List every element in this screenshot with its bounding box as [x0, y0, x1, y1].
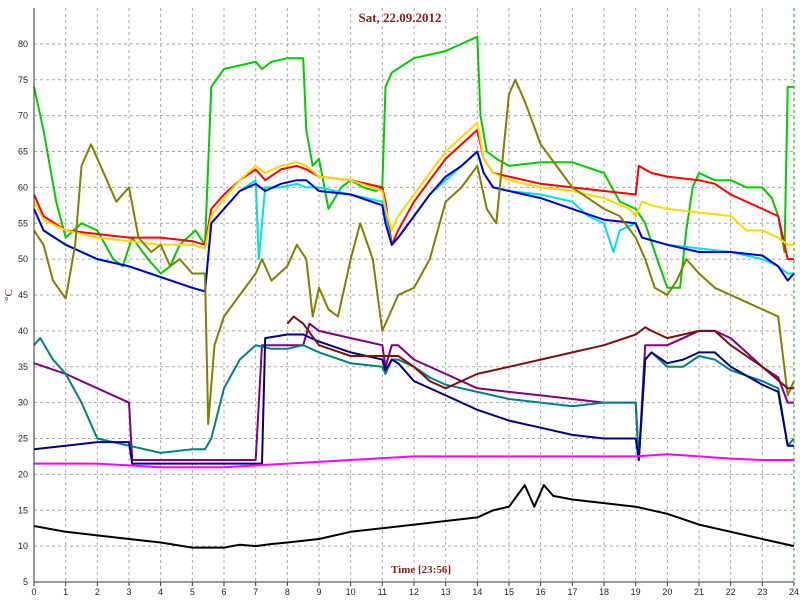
- series-line: [33, 121, 794, 250]
- x-tick-label: 11: [378, 587, 387, 597]
- x-tick-label: 7: [253, 587, 258, 597]
- y-tick-label: 75: [18, 75, 28, 85]
- x-tick-label: 17: [567, 587, 577, 597]
- x-tick-label: 3: [126, 587, 131, 597]
- y-tick-label: 5: [23, 577, 28, 587]
- x-tick-label: 19: [631, 587, 641, 597]
- series-line: [34, 453, 794, 469]
- y-tick-label: 10: [18, 541, 28, 551]
- x-tick-label: 15: [504, 587, 514, 597]
- series-line: [286, 315, 794, 390]
- y-tick-labels: 5 10 15 20 25 30 35 40 45 50 55 60 65 70 75 80: [18, 39, 28, 587]
- x-tick-label: 2: [95, 587, 100, 597]
- x-tick-labels: 0 1 2 3 4 5 6 7 8 9 10 11 12 13 14 15 16 17 18 19 20 21 22 23 24: [31, 587, 799, 597]
- y-tick-label: 35: [18, 362, 28, 372]
- x-tick-label: 16: [536, 587, 546, 597]
- y-tick-label: 45: [18, 290, 28, 300]
- chart-series-group: [33, 35, 795, 549]
- x-tick-label: 1: [63, 587, 68, 597]
- chart-grid: [33, 8, 795, 583]
- x-tick-label: 22: [726, 587, 736, 597]
- series-line: [33, 484, 795, 549]
- x-tick-label: 21: [694, 587, 704, 597]
- x-tick-label: 12: [409, 587, 419, 597]
- x-tick-label: 18: [599, 587, 609, 597]
- x-tick-label: 23: [757, 587, 767, 597]
- y-tick-label: 50: [18, 254, 28, 264]
- y-tick-label: 40: [18, 326, 28, 336]
- series-line: [33, 150, 795, 293]
- chart-axes: [33, 8, 795, 586]
- y-axis-label: °C: [3, 289, 15, 301]
- x-tick-label: 5: [190, 587, 195, 597]
- x-axis-label: Time [23:56]: [391, 564, 451, 576]
- series-line: [33, 78, 795, 426]
- x-tick-label: 6: [221, 587, 226, 597]
- x-tick-label: 14: [472, 587, 482, 597]
- x-tick-label: 0: [31, 587, 36, 597]
- x-tick-label: 13: [441, 587, 451, 597]
- y-tick-label: 15: [18, 505, 28, 515]
- y-tick-label: 55: [18, 218, 28, 228]
- series-line: [33, 333, 794, 465]
- x-tick-label: 9: [316, 587, 321, 597]
- chart-title: Sat, 22.09.2012: [358, 10, 441, 25]
- x-tick-label: 20: [662, 587, 672, 597]
- y-tick-label: 25: [18, 434, 28, 444]
- y-tick-label: 60: [18, 182, 28, 192]
- y-tick-label: 65: [18, 147, 28, 157]
- y-tick-label: 70: [18, 111, 28, 121]
- x-tick-label: 24: [789, 587, 799, 597]
- x-tick-label: 10: [346, 587, 356, 597]
- y-tick-label: 20: [18, 469, 28, 479]
- y-tick-label: 80: [18, 39, 28, 49]
- x-tick-label: 4: [158, 587, 163, 597]
- y-tick-label: 30: [18, 398, 28, 408]
- x-tick-label: 8: [285, 587, 290, 597]
